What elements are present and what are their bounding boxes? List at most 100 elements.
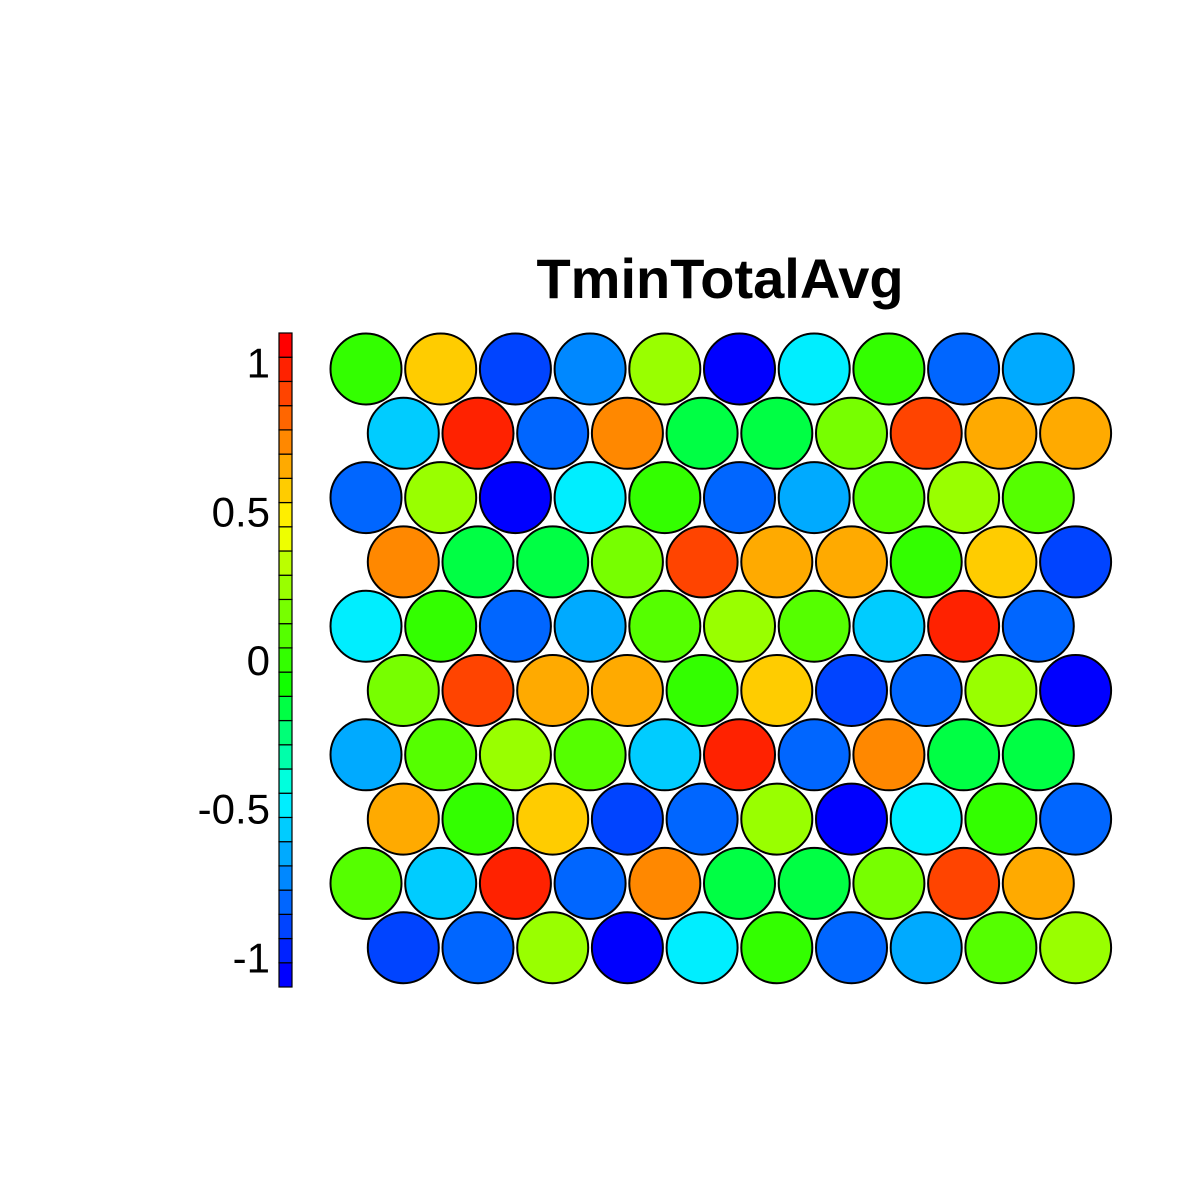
som-cell — [1039, 911, 1113, 985]
som-cell — [665, 911, 739, 985]
som-cell — [964, 911, 1038, 985]
som-cell — [740, 396, 814, 470]
som-cell — [665, 782, 739, 856]
colorbar-segment — [278, 477, 293, 504]
colorbar-segment — [278, 865, 293, 891]
som-cell — [590, 782, 664, 856]
som-cell — [590, 911, 664, 985]
som-cell — [815, 525, 888, 599]
som-cell — [366, 911, 440, 985]
som-cell — [590, 525, 664, 599]
som-cell — [404, 846, 478, 920]
colorbar-segment — [278, 405, 293, 431]
som-cell — [777, 461, 851, 535]
som-cell — [815, 911, 888, 985]
som-cell — [516, 654, 590, 727]
som-cell — [553, 332, 627, 406]
colorbar-segment — [278, 623, 293, 649]
som-cell — [889, 782, 963, 856]
som-cell — [852, 846, 926, 920]
som-cell — [441, 654, 515, 727]
som-cell — [740, 654, 814, 727]
som-cell — [1001, 589, 1075, 663]
colorbar-segment — [278, 574, 293, 601]
som-cell — [553, 846, 627, 920]
colorbar-segment — [278, 816, 293, 843]
som-cell — [777, 718, 851, 792]
colorbar-segment — [278, 744, 293, 770]
som-cell — [815, 654, 888, 727]
som-cell — [628, 846, 702, 920]
som-cell — [441, 396, 515, 470]
som-cell — [478, 846, 552, 920]
colorbar-segment — [278, 889, 293, 915]
som-cell — [516, 396, 590, 470]
som-cell — [329, 332, 403, 406]
som-cell — [852, 589, 926, 663]
colorbar-segment — [278, 962, 293, 988]
colorbar-segment — [278, 792, 293, 819]
som-cell — [1039, 654, 1113, 727]
colorbar-segment — [278, 913, 293, 940]
colorbar-segment — [278, 550, 293, 576]
colorbar-tick-label: 0 — [247, 637, 270, 684]
som-cell — [404, 718, 478, 792]
colorbar-segment — [278, 598, 293, 625]
som-cell — [1039, 396, 1113, 470]
som-cell — [553, 461, 627, 535]
som-cell — [441, 525, 515, 599]
som-cell — [516, 911, 590, 985]
colorbar-segment — [278, 501, 293, 528]
colorbar-segment — [278, 453, 293, 479]
som-cell — [777, 589, 851, 663]
colorbar-tick-label: 1 — [247, 340, 270, 387]
colorbar-segment — [278, 380, 293, 407]
colorbar-segment — [278, 937, 293, 964]
som-cell — [889, 911, 963, 985]
som-cell — [740, 782, 814, 856]
som-cell — [329, 461, 403, 535]
som-cell — [329, 846, 403, 920]
colorbar-segment — [278, 356, 293, 383]
colorbar-segment — [278, 332, 293, 358]
colorbar-tick-label: 0.5 — [212, 488, 270, 535]
chart-title: TminTotalAvg — [536, 247, 903, 310]
som-cell — [852, 461, 926, 535]
som-cell — [1001, 846, 1075, 920]
colorbar-tick-label: -0.5 — [198, 786, 270, 833]
som-cell — [329, 718, 403, 792]
som-cell — [703, 846, 776, 920]
som-cell — [441, 782, 515, 856]
som-cell — [516, 525, 590, 599]
som-cell — [1001, 332, 1075, 406]
som-cell — [404, 461, 478, 535]
som-cell — [665, 525, 739, 599]
colorbar-segment — [278, 841, 293, 867]
som-cell — [815, 396, 888, 470]
som-cell — [366, 782, 440, 856]
colorbar-segment — [278, 719, 293, 746]
som-cell — [553, 589, 627, 663]
colorbar-tick-label: -1 — [233, 934, 270, 981]
som-cell — [740, 525, 814, 599]
som-cell — [964, 782, 1038, 856]
som-cell — [964, 654, 1038, 727]
som-cell — [590, 396, 664, 470]
som-cell — [404, 589, 478, 663]
som-cell — [889, 396, 963, 470]
som-cell — [478, 589, 552, 663]
som-cell — [1039, 782, 1113, 856]
som-cell — [964, 396, 1038, 470]
som-cell — [628, 332, 702, 406]
colorbar-segment — [278, 671, 293, 697]
som-cell — [889, 654, 963, 727]
som-cell — [703, 332, 776, 406]
som-cell — [1001, 461, 1075, 535]
colorbar-segment — [278, 768, 293, 794]
som-cell — [777, 846, 851, 920]
som-cell — [478, 332, 552, 406]
som-cell — [628, 461, 702, 535]
som-cell — [665, 396, 739, 470]
som-cell — [927, 846, 1001, 920]
som-cell — [852, 718, 926, 792]
